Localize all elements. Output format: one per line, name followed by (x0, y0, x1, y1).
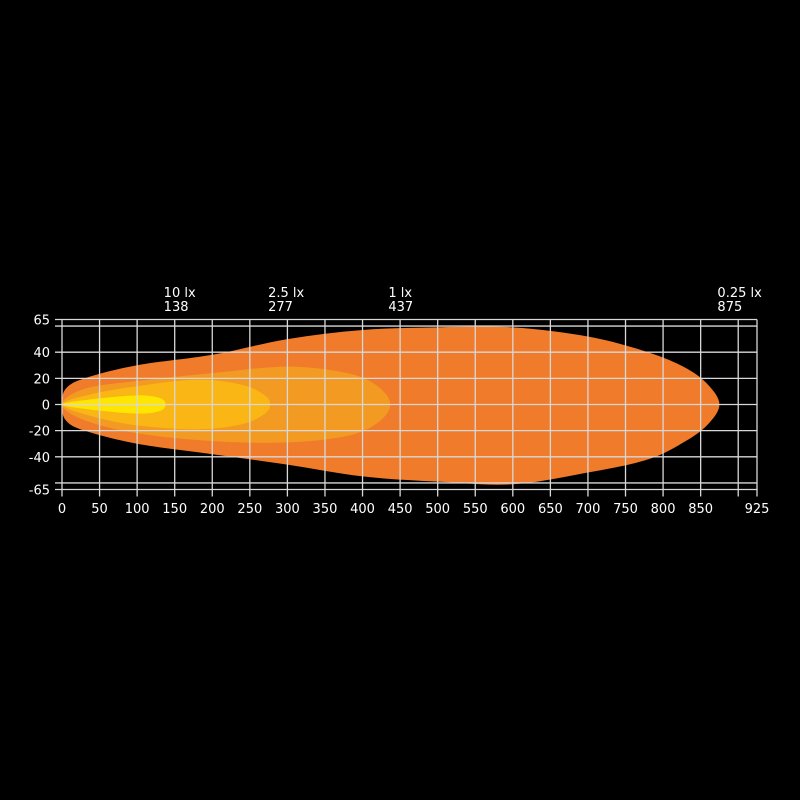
x-tick-label: 400 (350, 502, 375, 517)
y-tick-label: 20 (33, 372, 50, 387)
contour-label-reach: 277 (268, 300, 293, 315)
contour-label-name: 1 lx (388, 286, 412, 301)
x-tick-label: 850 (688, 502, 713, 517)
contour-label-name: 10 lx (164, 286, 196, 301)
x-tick-label: 700 (576, 502, 601, 517)
contour-label-reach: 875 (717, 300, 742, 315)
x-tick-label: 450 (388, 502, 413, 517)
x-tick-label: 300 (275, 502, 300, 517)
x-tick-label: 350 (313, 502, 338, 517)
y-tick-label: 40 (33, 346, 50, 361)
x-tick-label: 750 (613, 502, 638, 517)
x-tick-label: 500 (425, 502, 450, 517)
contour-label-reach: 437 (388, 300, 413, 315)
y-tick-label: -40 (29, 451, 50, 466)
y-tick-label: 0 (42, 399, 50, 414)
contour-label-reach: 138 (164, 300, 189, 315)
x-tick-label: 250 (237, 502, 262, 517)
x-tick-label: 200 (200, 502, 225, 517)
grid (55, 318, 758, 497)
x-axis: 0 50 100 150 200 250 300 350 400 450 500 550 600 650 7… (58, 502, 770, 517)
x-tick-label: 50 (91, 502, 108, 517)
x-tick-label: 925 (745, 502, 770, 517)
x-tick-label: 650 (538, 502, 563, 517)
y-axis: 65 40 20 0 -20 -40 -65 (29, 314, 50, 499)
y-tick-label: -65 (29, 484, 50, 499)
contour-label-name: 0.25 lx (717, 286, 762, 301)
x-tick-label: 100 (125, 502, 150, 517)
x-tick-label: 0 (58, 502, 66, 517)
y-tick-label: -20 (29, 425, 50, 440)
y-tick-label: 65 (33, 314, 50, 329)
x-tick-label: 800 (651, 502, 676, 517)
x-tick-label: 150 (162, 502, 187, 517)
contour-0_25-lx (62, 326, 720, 485)
x-tick-label: 550 (463, 502, 488, 517)
contour-label-name: 2.5 lx (268, 286, 304, 301)
contours (62, 326, 720, 485)
x-tick-label: 600 (500, 502, 525, 517)
